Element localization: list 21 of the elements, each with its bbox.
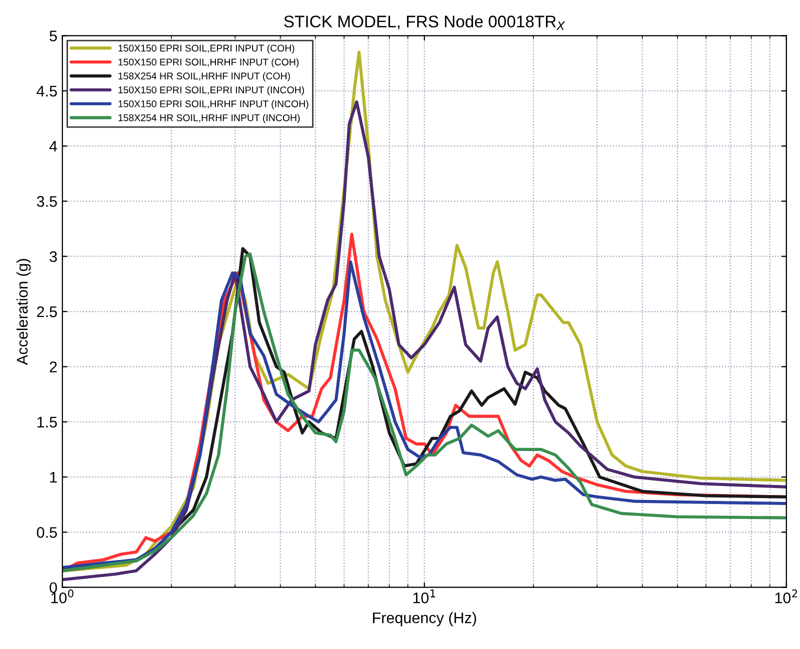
legend-label: 150X150 EPRI SOIL,HRHF INPUT (INCOH) xyxy=(118,100,308,110)
x-axis-title: Frequency (Hz) xyxy=(373,612,476,626)
legend-label: 158X254 HR SOIL,HRHF INPUT (COH) xyxy=(118,72,290,82)
legend-label: 150X150 EPRI SOIL,EPRI INPUT (COH) xyxy=(118,44,294,54)
y-tick-label: 1 xyxy=(50,472,57,483)
legend-label: 150X150 EPRI SOIL,HRHF INPUT (COH) xyxy=(118,58,299,68)
y-tick-label: 0.5 xyxy=(36,527,57,538)
y-tick-label: 2 xyxy=(50,362,57,372)
y-tick-label: 4.5 xyxy=(36,86,57,97)
y-axis-title: Acceleration (g) xyxy=(16,258,31,365)
y-tick-label: 1.5 xyxy=(37,416,57,428)
x-tick-label: 10$^{2}$ xyxy=(775,589,798,604)
y-tick-label: 4 xyxy=(49,141,58,152)
y-tick-label: 2.5 xyxy=(37,306,57,318)
legend-label: 158X254 HR SOIL,HRHF INPUT (INCOH) xyxy=(118,114,300,124)
legend-label: 150X150 EPRI SOIL,EPRI INPUT (INCOH) xyxy=(118,86,304,96)
x-tick-label: 10$^{1}$ xyxy=(413,590,436,604)
y-tick-label: 5 xyxy=(50,30,57,42)
chart-title: STICK MODEL, FRS Node 00018TR$_{X}$ xyxy=(284,15,566,30)
y-tick-label: 3.5 xyxy=(36,196,57,207)
y-tick-label: 3 xyxy=(50,251,57,262)
